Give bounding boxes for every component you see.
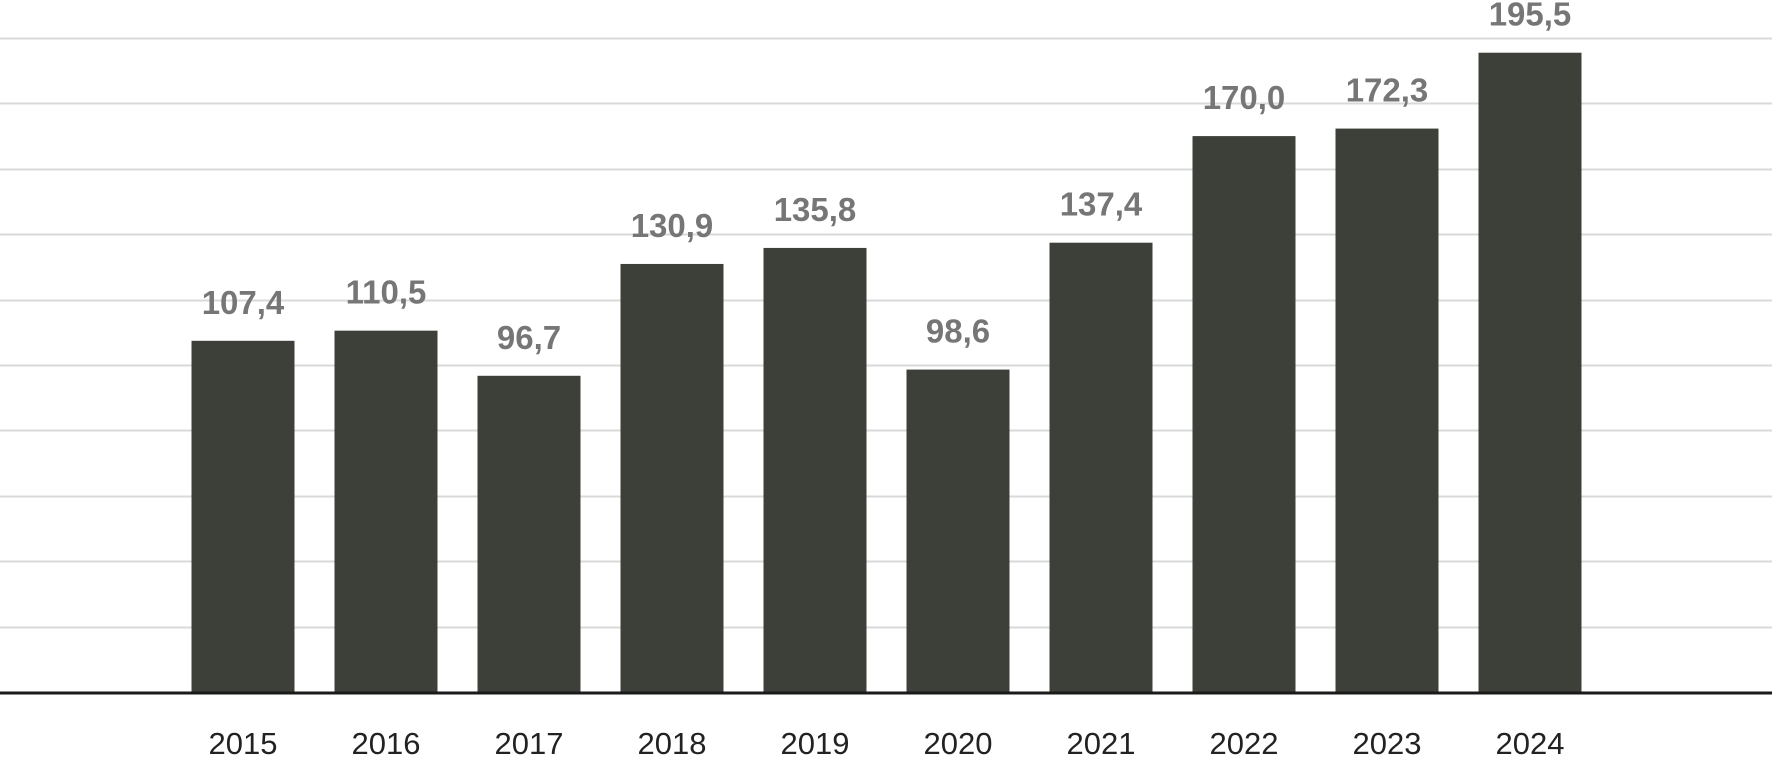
x-tick-label-2021: 2021 (1067, 726, 1136, 760)
x-tick-label-2024: 2024 (1496, 726, 1565, 760)
value-label-2024: 195,5 (1489, 0, 1572, 33)
bar-2023 (1335, 128, 1439, 693)
x-tick-label-2017: 2017 (495, 726, 564, 760)
value-label-2015: 107,4 (202, 284, 285, 321)
x-tick-label-2022: 2022 (1210, 726, 1279, 760)
bar-2020 (906, 369, 1010, 692)
value-label-2017: 96,7 (497, 319, 561, 356)
x-tick-label-2023: 2023 (1353, 726, 1422, 760)
bar-2017 (477, 375, 581, 692)
gridlines (0, 37, 1772, 629)
value-labels: 107,4 110,5 96,7 130,9 135,8 98,6 137,4 170,0 17… (202, 0, 1572, 356)
bar-2022 (1192, 136, 1296, 693)
value-label-2019: 135,8 (774, 191, 857, 228)
value-label-2022: 170,0 (1203, 79, 1286, 116)
x-tick-label-2020: 2020 (924, 726, 993, 760)
x-tick-label-2015: 2015 (209, 726, 278, 760)
value-label-2018: 130,9 (631, 207, 714, 244)
value-label-2020: 98,6 (926, 313, 990, 350)
value-label-2016: 110,5 (346, 274, 427, 311)
value-label-2021: 137,4 (1060, 186, 1143, 223)
bar-2018 (620, 263, 724, 692)
bar-2015 (191, 340, 295, 692)
bars (191, 52, 1582, 693)
bar-2021 (1049, 242, 1153, 692)
bar-2024 (1478, 52, 1582, 692)
x-axis-tick-labels: 2015 2016 2017 2018 2019 2020 2021 2022 2023 2024 (209, 726, 1565, 760)
bar-2019 (763, 247, 867, 692)
x-tick-label-2016: 2016 (352, 726, 421, 760)
bar-2016 (334, 330, 438, 692)
x-tick-label-2019: 2019 (781, 726, 850, 760)
x-tick-label-2018: 2018 (638, 726, 707, 760)
value-label-2023: 172,3 (1346, 72, 1429, 109)
